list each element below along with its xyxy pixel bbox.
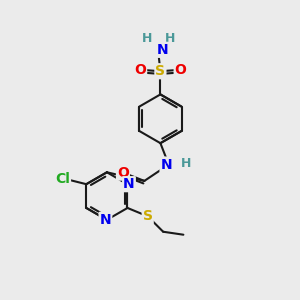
Text: H: H xyxy=(181,157,191,169)
Text: N: N xyxy=(123,177,135,191)
Text: Cl: Cl xyxy=(55,172,70,186)
Text: N: N xyxy=(160,158,172,172)
Text: H: H xyxy=(142,32,152,45)
Text: O: O xyxy=(134,63,146,77)
Text: N: N xyxy=(157,43,169,57)
Text: H: H xyxy=(165,32,175,45)
Text: N: N xyxy=(100,213,111,227)
Text: S: S xyxy=(143,209,153,223)
Text: O: O xyxy=(117,166,129,180)
Text: S: S xyxy=(155,64,165,78)
Text: O: O xyxy=(175,63,187,77)
